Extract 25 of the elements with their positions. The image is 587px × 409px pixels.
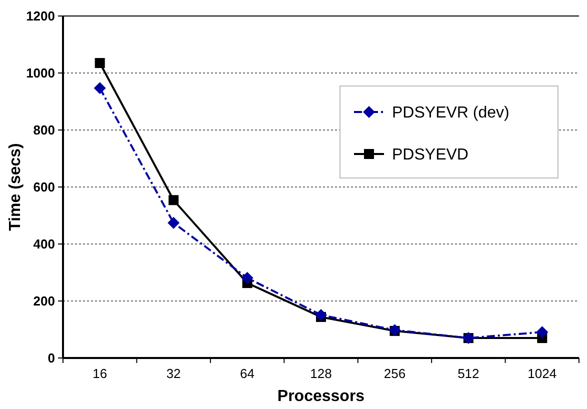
y-tick-label: 0 bbox=[48, 350, 55, 366]
y-axis-title: Time (secs) bbox=[7, 143, 24, 231]
point bbox=[94, 58, 105, 68]
x-tick-label: 1024 bbox=[528, 366, 557, 381]
x-tick-label: 128 bbox=[310, 366, 332, 381]
x-axis-title: Processors bbox=[277, 388, 365, 405]
x-tick-label: 16 bbox=[92, 366, 108, 381]
y-tick-label: 1200 bbox=[26, 8, 55, 24]
point bbox=[536, 326, 548, 338]
point bbox=[168, 195, 179, 206]
y-tick-label: 200 bbox=[33, 294, 55, 309]
x-tick-label: 512 bbox=[458, 366, 480, 381]
legend-label: PDSYEVD bbox=[392, 146, 468, 164]
point bbox=[315, 308, 327, 321]
x-tick-label: 256 bbox=[384, 366, 406, 381]
point bbox=[241, 272, 254, 284]
y-tick-label: 400 bbox=[33, 236, 55, 252]
y-tick-label: 1000 bbox=[26, 66, 55, 81]
x-tick-label: 64 bbox=[240, 366, 255, 381]
legend-label: PDSYEVR (dev) bbox=[392, 104, 510, 122]
y-tick-label: 600 bbox=[33, 180, 55, 195]
x-tick-label: 32 bbox=[166, 366, 181, 381]
point bbox=[94, 82, 106, 94]
point bbox=[168, 216, 180, 229]
y-tick-label: 800 bbox=[33, 122, 55, 138]
